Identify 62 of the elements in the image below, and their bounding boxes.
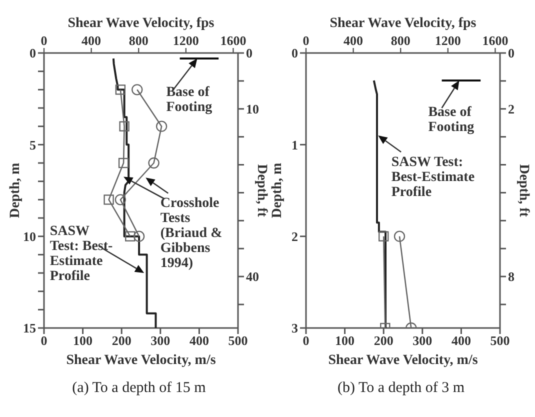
- x-tick-label: 0: [302, 333, 310, 348]
- x2-tick-label: 1200: [434, 33, 461, 48]
- x-tick-label: 100: [335, 333, 355, 348]
- y2-axis-title: Depth, ft: [254, 164, 269, 218]
- x-tick-label: 100: [73, 333, 93, 348]
- y-tick-label: 2: [292, 228, 298, 244]
- x2-tick-label: 0: [40, 33, 48, 48]
- y-tick-label: 0: [30, 46, 36, 61]
- text: (a) To a depth of 15 m: [71, 380, 207, 397]
- y-tick-label: 15: [23, 320, 36, 336]
- line-series: [112, 58, 157, 328]
- y-tick-label: 3: [292, 320, 298, 336]
- x2-tick-label: 400: [82, 33, 102, 48]
- point: [148, 157, 160, 169]
- x2-tick-label: 1200: [172, 33, 199, 48]
- x2-tick-label: 400: [344, 33, 364, 48]
- x2-axis-title: Shear Wave Velocity, fps: [68, 16, 215, 31]
- point: [115, 84, 126, 95]
- point: [119, 121, 130, 132]
- annotation: Crosshole Tests (Briaud & Gibbens 1994): [160, 196, 224, 271]
- x2-tick-label: 800: [390, 33, 410, 48]
- y2-tick-label: 0: [508, 46, 514, 61]
- x-axis-title: Shear Wave Velocity, m/s: [66, 353, 216, 368]
- y2-tick-label: 8: [508, 269, 515, 284]
- text: (b) To a depth of 3 m: [336, 380, 466, 397]
- y2-axis-title: Depth, ft: [516, 164, 531, 218]
- x-tick-label: 400: [189, 333, 209, 348]
- x-tick-label: 500: [490, 333, 510, 348]
- y2-tick-label: 0: [246, 46, 252, 61]
- point: [118, 158, 129, 168]
- point: [114, 194, 126, 206]
- point: [156, 120, 168, 132]
- x2-tick-label: 1600: [220, 33, 246, 48]
- x-tick-label: 0: [40, 333, 48, 348]
- annotation: SASW Test: Best-Estimate Profile: [50, 224, 114, 284]
- x-tick-label: 200: [374, 333, 394, 348]
- x-tick-label: 300: [412, 333, 432, 348]
- y-tick-label: 1: [292, 137, 298, 152]
- x2-tick-label: 1600: [482, 33, 508, 48]
- x-tick-label: 400: [451, 333, 471, 348]
- x-tick-label: 300: [150, 333, 170, 348]
- y-axis-title: Depth, m: [270, 162, 285, 218]
- x-tick-label: 200: [112, 333, 132, 348]
- annotation: Base of Footing: [166, 84, 214, 115]
- y-tick-label: 5: [30, 137, 36, 152]
- y-tick-label: 10: [23, 228, 36, 244]
- point: [133, 230, 145, 242]
- point: [125, 231, 136, 242]
- x-axis-title: Shear Wave Velocity, m/s: [328, 353, 478, 368]
- annotation: SASW Test: Best-Estimate Profile: [391, 154, 476, 200]
- x2-tick-label: 0: [302, 33, 310, 48]
- y2-tick-label: 40: [246, 269, 259, 284]
- y-tick-label: 0: [292, 46, 298, 61]
- y-axis-title: Depth, m: [8, 162, 23, 218]
- annotation: Base of Footing: [428, 105, 476, 136]
- x2-axis-title: Shear Wave Velocity, fps: [330, 16, 477, 31]
- y2-tick-label: 2: [508, 101, 514, 116]
- x-tick-label: 500: [228, 333, 248, 348]
- y2-tick-label: 10: [246, 102, 259, 116]
- point: [104, 194, 114, 205]
- point: [132, 84, 143, 96]
- x2-tick-label: 800: [128, 33, 148, 48]
